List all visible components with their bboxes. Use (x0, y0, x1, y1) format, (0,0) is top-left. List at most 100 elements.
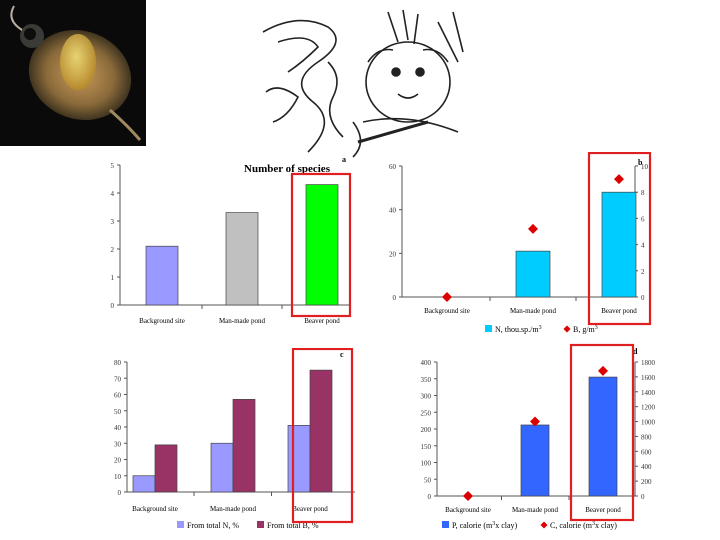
y-tick-label: 200 (421, 426, 432, 434)
chart-c: 0 10 20 30 40 50 60 70 80 Background site Man-made… (114, 348, 355, 530)
panel-letter: b (638, 158, 643, 167)
bar (588, 376, 618, 497)
category-label: Beaver pond (601, 307, 637, 315)
category-label: Beaver pond (304, 317, 340, 325)
y-tick-label: 60 (114, 392, 122, 400)
y-tick-label: 100 (421, 460, 432, 468)
category-label: Man-made pond (510, 307, 557, 315)
legend-label: B, g/m3 (573, 325, 598, 334)
y-right-tick-label: 8 (641, 189, 645, 197)
legend-label: From total B, % (267, 521, 319, 530)
bar (601, 191, 637, 298)
y-tick-label: 0 (393, 294, 397, 302)
y-right-tick-label: 0 (641, 294, 645, 302)
beaver-sketch (258, 2, 468, 158)
bar (210, 442, 234, 493)
y-right-tick-label: 200 (641, 478, 652, 486)
highlight-box (291, 348, 354, 524)
y-tick-label: 20 (114, 457, 122, 465)
marker-point (614, 174, 624, 185)
legend-label: C, calorie (m3x clay) (550, 521, 617, 530)
legend-swatch (442, 521, 449, 528)
bar (232, 399, 256, 493)
chart-title: Number of species (244, 163, 331, 175)
panel-letter: c (340, 350, 344, 359)
category-label: Man-made pond (512, 506, 559, 514)
y-tick-label: 300 (421, 393, 432, 401)
legend-label: P, calorie (m3x clay) (452, 521, 518, 530)
bar (515, 250, 551, 298)
y-tick-label: 30 (114, 440, 122, 448)
bar (145, 245, 179, 306)
y-tick-label: 80 (114, 359, 122, 367)
y-tick-label: 50 (424, 476, 432, 484)
y-tick-label: 40 (114, 424, 122, 432)
bar (309, 369, 333, 493)
y-tick-label: 70 (114, 375, 122, 383)
highlight-box (569, 343, 635, 522)
y-tick-label: 5 (111, 162, 115, 170)
highlight-box (290, 172, 352, 318)
bar (520, 424, 550, 497)
highlight-box (587, 152, 652, 326)
category-label: Beaver pond (585, 506, 621, 514)
legend-swatch (257, 521, 264, 528)
panel-letter: a (342, 155, 346, 164)
y-right-tick-label: 1000 (641, 419, 656, 427)
marker-point (528, 223, 538, 234)
chart-a: 0 1 2 3 4 5 Background site Man-made pond Beaver… (111, 155, 352, 325)
bar (132, 475, 156, 493)
bar (225, 212, 259, 306)
category-label: Man-made pond (219, 317, 266, 325)
legend-swatch (540, 521, 548, 529)
panel-letter: d (633, 347, 638, 356)
marker-point (530, 416, 540, 427)
y-right-tick-label: 400 (641, 463, 652, 471)
y-tick-label: 0 (111, 302, 115, 310)
legend-label: From total N, % (187, 521, 239, 530)
y-right-tick-label: 1800 (641, 359, 656, 367)
marker-point (463, 491, 473, 501)
chart-d: 0 50 100 150 200 250 300 350 400 0 200 400 600 800 100… (421, 343, 656, 530)
y-tick-label: 3 (111, 218, 115, 226)
y-right-tick-label: 6 (641, 215, 645, 223)
y-tick-label: 0 (428, 493, 432, 501)
category-label: Man-made pond (210, 505, 257, 513)
marker-point (598, 365, 608, 376)
category-label: Background site (139, 317, 185, 325)
legend-swatch (563, 325, 571, 333)
y-right-tick-label: 10 (641, 163, 649, 171)
y-tick-label: 50 (114, 408, 122, 416)
y-right-tick-label: 800 (641, 433, 652, 441)
y-tick-label: 250 (421, 409, 432, 417)
y-right-tick-label: 2 (641, 268, 645, 276)
bar (154, 444, 178, 493)
y-right-tick-label: 1600 (641, 374, 656, 382)
y-tick-label: 1 (111, 274, 115, 282)
y-tick-label: 350 (421, 376, 432, 384)
category-label: Background site (424, 307, 470, 315)
y-tick-label: 20 (389, 250, 397, 258)
bar (305, 184, 339, 306)
legend-swatch (177, 521, 184, 528)
y-tick-label: 2 (111, 246, 115, 254)
bar (287, 425, 311, 493)
y-tick-label: 40 (389, 207, 397, 215)
y-tick-label: 150 (421, 443, 432, 451)
y-right-tick-label: 600 (641, 448, 652, 456)
category-label: Background site (132, 505, 178, 513)
legend-swatch (485, 325, 492, 332)
daphnia-photo (0, 0, 146, 146)
category-label: Background site (445, 506, 491, 514)
y-right-tick-label: 1200 (641, 404, 656, 412)
y-tick-label: 4 (111, 190, 115, 198)
y-tick-label: 10 (114, 473, 122, 481)
y-right-tick-label: 0 (641, 493, 645, 501)
y-tick-label: 400 (421, 359, 432, 367)
category-label: Beaver pond (292, 505, 328, 513)
y-right-tick-label: 4 (641, 242, 645, 250)
chart-b: 0 20 40 60 0 2 4 6 8 10 Background site Man-made po… (389, 152, 652, 334)
y-right-tick-label: 1400 (641, 389, 656, 397)
y-tick-label: 60 (389, 163, 397, 171)
legend-label: N, thou.sp./m3 (495, 325, 542, 334)
